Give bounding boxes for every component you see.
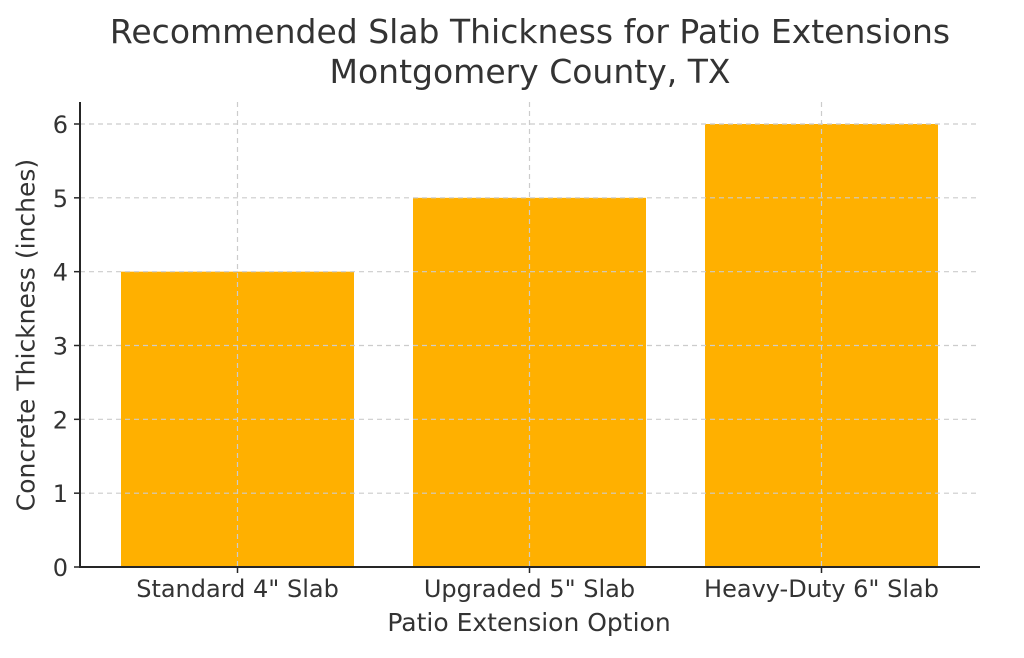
chart-title-line1: Recommended Slab Thickness for Patio Ext…: [109, 12, 951, 51]
y-tick-label: 6: [53, 111, 68, 139]
x-tick-label: Heavy-Duty 6" Slab: [704, 575, 939, 603]
y-tick-label: 4: [53, 259, 68, 287]
y-tick-label: 2: [53, 406, 68, 434]
y-tick-label: 5: [53, 185, 68, 213]
y-tick-label: 0: [53, 554, 68, 582]
y-axis-label: Concrete Thickness (inches): [11, 158, 41, 512]
y-tick-label: 1: [53, 480, 68, 508]
x-tick-label: Upgraded 5" Slab: [424, 575, 635, 603]
x-axis-label: Patio Extension Option: [387, 608, 671, 637]
chart-subtitle: Montgomery County, TX: [329, 52, 731, 91]
chart-title: Recommended Slab Thickness for Patio Ext…: [0, 12, 1024, 92]
x-tick-label: Standard 4" Slab: [136, 575, 339, 603]
y-tick-label: 3: [53, 333, 68, 361]
